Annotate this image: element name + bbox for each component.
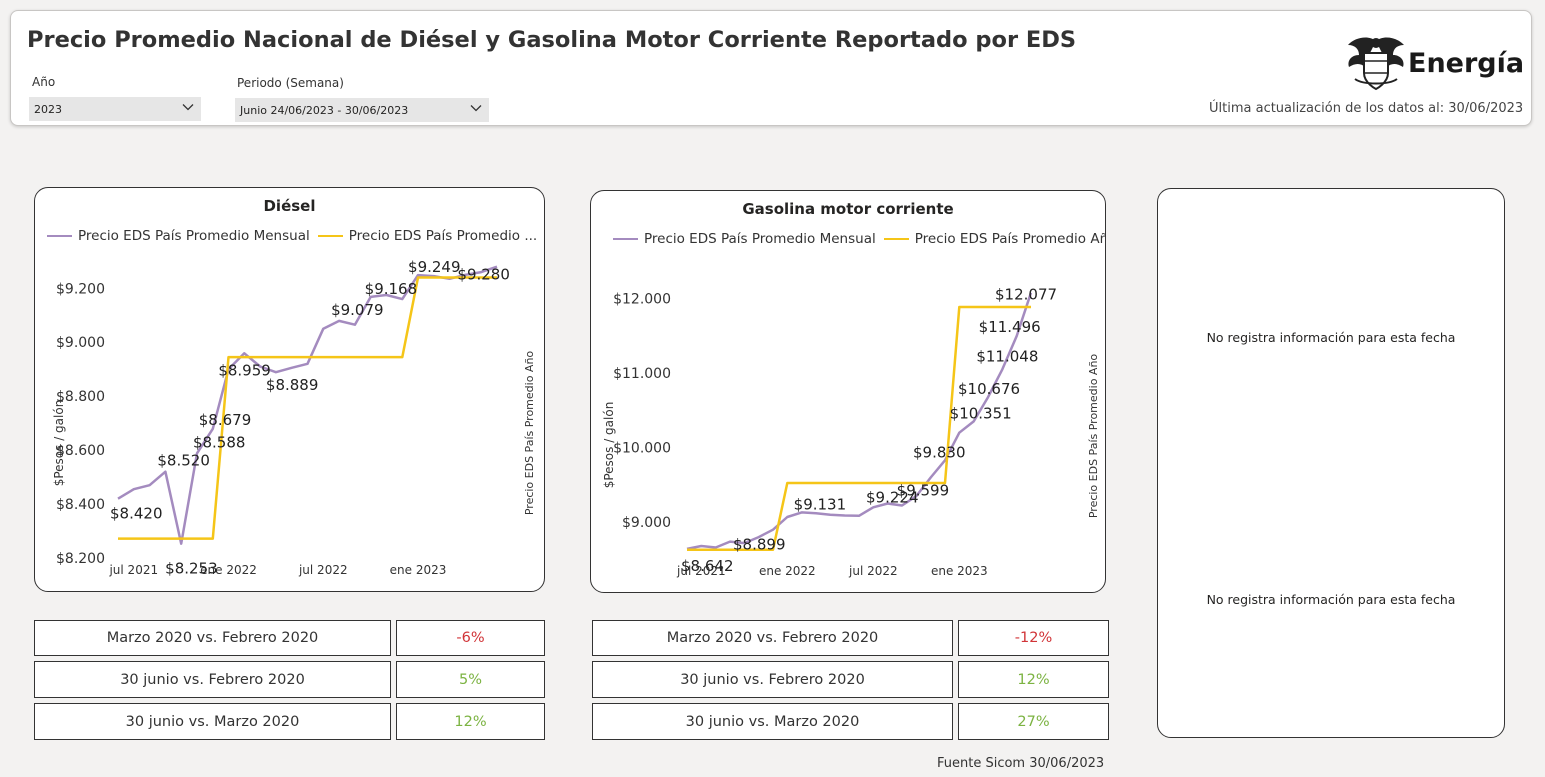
legend-item-yearly: Precio EDS País Promedio ...	[348, 228, 538, 244]
year-filter-label: Año	[32, 75, 56, 89]
header-panel: Precio Promedio Nacional de Diésel y Gas…	[10, 10, 1532, 126]
x-tick-label: jul 2021	[676, 564, 726, 578]
data-label: $8.959	[218, 361, 270, 379]
data-label: $11.496	[979, 318, 1041, 336]
y-tick-label: $9.000	[622, 515, 671, 531]
data-source-footer: Fuente Sicom 30/06/2023	[937, 756, 1105, 771]
series-line-monthly	[686, 292, 1033, 551]
gasolina-chart-plot: $9.000 $10.000 $11.000 $12.000 jul 2021 ene 2…	[602, 286, 1100, 578]
legend-swatch-monthly	[47, 234, 72, 238]
data-label: $12.077	[995, 286, 1057, 304]
data-label: $8.679	[199, 411, 252, 429]
y-tick-label: $12.000	[613, 291, 671, 307]
y-tick-label: $8.400	[56, 497, 105, 513]
chart-title: Diésel	[263, 197, 316, 215]
legend-swatch-yearly	[883, 237, 909, 241]
gasolina-comparison-value: 12%	[958, 661, 1109, 698]
year-dropdown-value: 2023	[34, 103, 62, 116]
chart-legend: Precio EDS País Promedio Mensual Precio …	[613, 231, 1106, 247]
data-label: $9.224	[866, 488, 919, 506]
y-tick-label: $9.000	[56, 335, 105, 351]
data-label: $8.520	[157, 452, 210, 470]
diesel-chart-plot: $8.200 $8.400 $8.600 $8.800 $9.000 $9.200 jul …	[52, 258, 536, 578]
data-label: $8.889	[266, 376, 319, 394]
gasolina-comparison-label: Marzo 2020 vs. Febrero 2020	[592, 620, 953, 656]
no-info-panel: No registra información para esta fecha …	[1157, 188, 1505, 738]
y-tick-label: $11.000	[613, 366, 671, 382]
gasolina-comparison-value: 27%	[958, 703, 1109, 740]
data-label: $11.048	[976, 347, 1038, 365]
period-filter-label: Periodo (Semana)	[237, 76, 344, 90]
gasolina-chart-card: Gasolina motor corriente Precio EDS País…	[590, 190, 1106, 593]
y-tick-label: $9.200	[56, 281, 105, 297]
secondary-axis-label: Precio EDS País Promedio Año	[1087, 354, 1100, 519]
data-label: $8.899	[733, 536, 786, 554]
no-info-message: No registra información para esta fecha	[1206, 592, 1456, 607]
y-tick-label: $8.200	[56, 551, 105, 567]
x-tick-label: jul 2022	[848, 564, 898, 578]
series-line-yearly	[687, 305, 1031, 552]
data-label: $9.131	[794, 495, 847, 513]
data-label: $9.280	[457, 266, 510, 284]
legend-swatch-yearly	[317, 234, 343, 238]
legend-item-monthly: Precio EDS País Promedio Mensual	[78, 228, 310, 244]
diesel-comparison-value: -6%	[396, 620, 545, 656]
series-line-monthly	[117, 265, 498, 545]
data-label: $10.676	[958, 380, 1020, 398]
last-update-text: Última actualización de los datos al: 30…	[1209, 101, 1524, 116]
y-tick-label: $8.600	[56, 443, 105, 459]
gasolina-comparison-label: 30 junio vs. Marzo 2020	[592, 703, 953, 740]
diesel-chart-card: Diésel Precio EDS País Promedio Mensual …	[34, 187, 545, 592]
gasolina-comparison-value: -12%	[958, 620, 1109, 656]
data-label: $9.168	[365, 280, 418, 298]
data-label: $9.079	[331, 301, 384, 319]
legend-item-monthly: Precio EDS País Promedio Mensual	[644, 231, 876, 247]
x-tick-label: jul 2022	[298, 563, 348, 577]
chevron-down-icon	[182, 104, 194, 111]
period-dropdown[interactable]: Junio 24/06/2023 - 30/06/2023	[235, 98, 489, 122]
data-label: $10.351	[950, 404, 1012, 422]
data-label: $8.253	[165, 560, 218, 578]
chevron-down-icon	[470, 105, 482, 112]
x-tick-label: ene 2022	[759, 564, 816, 578]
x-tick-label: jul 2021	[108, 563, 158, 577]
data-label: $9.599	[897, 482, 950, 500]
legend-item-yearly: Precio EDS País Promedio Año	[914, 231, 1106, 247]
diesel-comparison-label: 30 junio vs. Febrero 2020	[34, 661, 391, 698]
diesel-comparison-label: Marzo 2020 vs. Febrero 2020	[34, 620, 391, 656]
series-line-yearly	[118, 276, 497, 540]
diesel-comparison-label: 30 junio vs. Marzo 2020	[34, 703, 391, 740]
gasolina-comparison-label: 30 junio vs. Febrero 2020	[592, 661, 953, 698]
colombia-coat-of-arms-logo	[1348, 37, 1404, 91]
data-label: $9.249	[408, 258, 461, 276]
diesel-comparison-value: 5%	[396, 661, 545, 698]
y-axis-label: $Pesos / galón	[52, 400, 66, 487]
x-tick-label: ene 2022	[200, 563, 257, 577]
x-tick-label: ene 2023	[390, 563, 447, 577]
secondary-axis-label: Precio EDS País Promedio Año	[523, 351, 536, 516]
diesel-comparison-value: 12%	[396, 703, 545, 740]
data-label: $9.830	[913, 443, 966, 461]
y-axis-label: $Pesos / galón	[602, 402, 616, 489]
page-title: Precio Promedio Nacional de Diésel y Gas…	[27, 27, 1077, 53]
y-tick-label: $8.800	[56, 389, 105, 405]
x-tick-label: ene 2023	[931, 564, 988, 578]
data-label: $8.642	[681, 557, 734, 575]
year-dropdown[interactable]: 2023	[29, 97, 201, 121]
chart-title: Gasolina motor corriente	[742, 200, 954, 218]
data-label: $8.588	[193, 433, 246, 451]
legend-swatch-monthly	[613, 237, 638, 241]
no-info-message: No registra información para esta fecha	[1206, 330, 1456, 345]
y-tick-label: $10.000	[613, 441, 671, 457]
brand-name: Energía	[1408, 48, 1525, 79]
chart-legend: Precio EDS País Promedio Mensual Precio …	[47, 228, 537, 244]
data-label: $8.420	[110, 505, 163, 523]
period-dropdown-value: Junio 24/06/2023 - 30/06/2023	[240, 104, 409, 117]
